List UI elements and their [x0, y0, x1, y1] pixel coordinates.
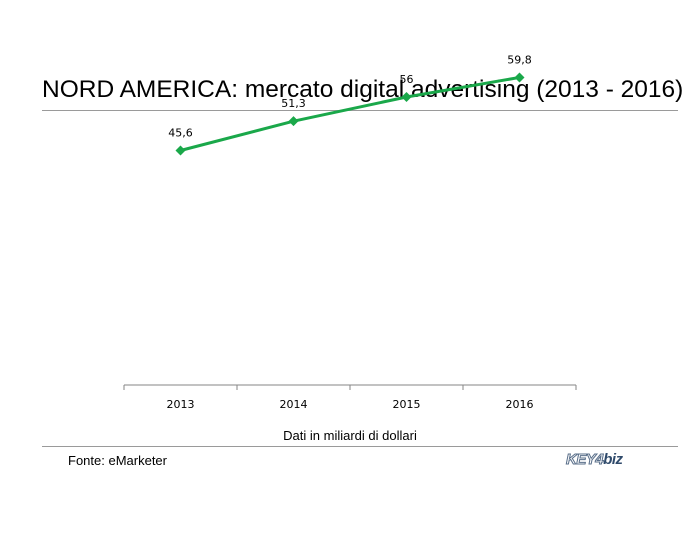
data-point-marker	[175, 145, 186, 156]
data-point-marker	[514, 72, 525, 83]
x-axis-title: Dati in miliardi di dollari	[283, 428, 417, 443]
x-tick-label: 2016	[506, 398, 534, 411]
data-label: 51,3	[281, 97, 306, 110]
source-note: Fonte: eMarketer	[68, 453, 167, 468]
x-axis: 2013 2014 2015 2016	[123, 384, 577, 411]
x-tick-label: 2013	[167, 398, 195, 411]
chart-title: NORD AMERICA: mercato digital advertisin…	[42, 76, 684, 103]
logo-part-key: KEY4	[565, 451, 604, 469]
footer-divider	[42, 446, 678, 447]
key4biz-logo: KEY4biz	[565, 451, 623, 469]
series-line	[180, 75, 520, 152]
markers	[175, 72, 525, 156]
title-divider	[42, 110, 678, 111]
data-point-marker	[288, 116, 299, 127]
x-tick-label: 2014	[280, 398, 308, 411]
data-label: 59,8	[507, 53, 532, 66]
data-label: 45,6	[168, 126, 193, 139]
data-point-marker	[401, 92, 412, 102]
data-labels: 45,6 51,3 56 59,8	[168, 53, 532, 139]
series-line-group	[180, 75, 520, 152]
data-label: 56	[400, 73, 414, 86]
x-tick-label: 2015	[393, 398, 421, 411]
logo-part-biz: biz	[603, 451, 623, 468]
